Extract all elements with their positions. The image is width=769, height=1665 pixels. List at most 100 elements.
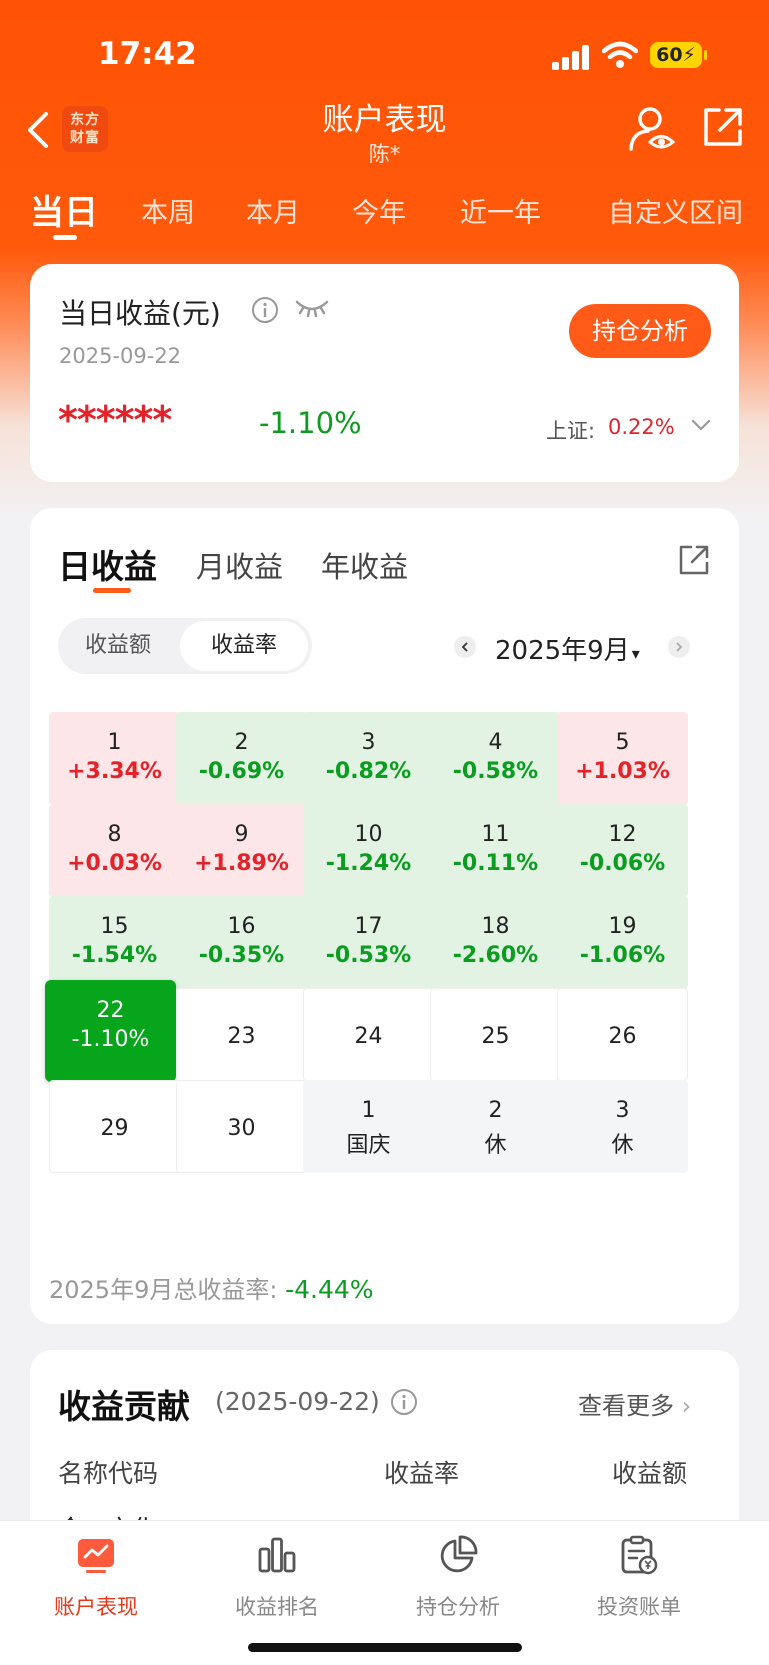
day-rate: -0.69% (198, 759, 285, 784)
tab-last-year[interactable]: 近一年 (460, 198, 541, 229)
tab-week[interactable]: 本周 (141, 198, 195, 229)
info-icon[interactable] (390, 1388, 418, 1416)
calendar-day-cell[interactable]: 9 +1.89% (176, 804, 307, 897)
tab-monthly-income[interactable]: 月收益 (196, 550, 284, 584)
share-icon[interactable] (678, 544, 710, 576)
day-number: 30 (227, 1116, 256, 1141)
month-selector[interactable]: 2025年9月 ▾ (495, 630, 640, 667)
calendar-day-cell[interactable]: 10 -1.24% (303, 804, 434, 897)
day-rate: +3.34% (67, 759, 162, 784)
calendar-day-cell[interactable]: 2 -0.69% (176, 712, 307, 805)
header-amount: 收益额 (612, 1459, 688, 1488)
day-rate: -1.10% (71, 1027, 150, 1052)
day-number: 1 (361, 1098, 376, 1123)
calendar-day-cell[interactable]: 12 -0.06% (557, 804, 688, 897)
bottom-tab-ranking[interactable]: 收益排名 (181, 1521, 373, 1631)
view-more-label: 查看更多 (578, 1392, 674, 1420)
month-total: 2025年9月总收益率: -4.44% (49, 1270, 374, 1305)
calendar-day-cell[interactable]: 8 +0.03% (49, 804, 180, 897)
day-number: 8 (107, 822, 122, 847)
day-number: 2 (234, 730, 249, 755)
calendar-day-cell[interactable]: 3 -0.82% (303, 712, 434, 805)
tab-indicator (53, 235, 77, 240)
calendar-day-cell[interactable]: 1 +3.34% (49, 712, 180, 805)
income-calendar-card: 日收益 月收益 年收益 收益额 收益率 2025年9月▾ 周一 周二 周三 周四… (30, 508, 739, 1324)
logo-line1: 东方 (70, 112, 100, 128)
calendar-day-cell[interactable]: 19 -1.06% (557, 896, 688, 989)
back-arrow-icon[interactable] (26, 110, 50, 150)
day-rate: +1.03% (575, 759, 670, 784)
day-rate: 休 (611, 1133, 634, 1158)
calendar-day-cell[interactable]: 11 -0.11% (430, 804, 561, 897)
toggle-income-rate[interactable]: 收益率 (180, 621, 308, 671)
tab-year[interactable]: 今年 (352, 198, 406, 229)
toggle-income-amount[interactable]: 收益额 (84, 633, 151, 658)
prev-month-button[interactable] (454, 636, 476, 658)
day-number: 18 (481, 914, 510, 939)
calendar-day-cell[interactable]: 23 (176, 988, 307, 1081)
calendar-day-cell[interactable]: 24 (303, 988, 434, 1081)
chevron-down-icon[interactable] (690, 414, 712, 436)
day-number: 3 (361, 730, 376, 755)
share-icon[interactable] (702, 106, 744, 148)
day-rate: -1.24% (325, 851, 412, 876)
calendar-day-cell[interactable]: 5 +1.03% (557, 712, 688, 805)
bar-chart-icon (258, 1537, 296, 1573)
tab-daily-income[interactable]: 日收益 (58, 547, 157, 586)
calendar-day-cell[interactable]: 16 -0.35% (176, 896, 307, 989)
tab-today[interactable]: 当日 (30, 193, 98, 233)
day-number: 22 (96, 998, 125, 1023)
day-number: 24 (354, 1024, 383, 1049)
day-rate: -0.11% (452, 851, 539, 876)
next-month-button[interactable] (668, 636, 690, 658)
calendar-day-cell[interactable]: 22 -1.10% (45, 980, 176, 1082)
tab-yearly-income[interactable]: 年收益 (321, 550, 409, 584)
bottom-tab-holdings[interactable]: 持仓分析 (362, 1521, 554, 1631)
holding-analysis-button[interactable]: 持仓分析 (569, 304, 711, 358)
calendar-day-cell[interactable]: 29 (49, 1080, 180, 1173)
bottom-tab-bill[interactable]: 投资账单 (543, 1521, 735, 1631)
bottom-tab-holdings-label: 持仓分析 (416, 1595, 500, 1619)
bottom-tab-account[interactable]: 账户表现 (0, 1521, 192, 1631)
eye-closed-icon[interactable] (295, 298, 329, 320)
trend-chart-icon (78, 1539, 114, 1573)
day-rate: +0.03% (67, 851, 162, 876)
bill-icon (621, 1535, 658, 1575)
day-rate: -0.35% (198, 943, 285, 968)
income-tab-indicator (93, 588, 131, 593)
day-rate: -0.58% (452, 759, 539, 784)
day-rate: 国庆 (346, 1133, 391, 1158)
day-number: 9 (234, 822, 249, 847)
day-rate: -1.06% (579, 943, 666, 968)
day-number: 17 (354, 914, 383, 939)
bottom-tab-bill-label: 投资账单 (597, 1595, 681, 1619)
calendar-day-cell[interactable]: 4 -0.58% (430, 712, 561, 805)
calendar-day-cell[interactable]: 25 (430, 988, 561, 1081)
chevron-right-icon (676, 642, 683, 652)
calendar-day-cell[interactable]: 26 (557, 988, 688, 1081)
day-number: 5 (615, 730, 630, 755)
calendar-day-cell[interactable]: 18 -2.60% (430, 896, 561, 989)
calendar-day-cell[interactable]: 15 -1.54% (49, 896, 180, 989)
daily-summary-card: 当日收益(元) 2025-09-22 持仓分析 ****** -1.10% 上证… (30, 264, 739, 482)
calendar-day-cell[interactable]: 30 (176, 1080, 307, 1173)
tab-month[interactable]: 本月 (246, 198, 300, 229)
nav-bar: 东方 财富 账户表现 陈* (0, 92, 769, 172)
view-more-link[interactable]: 查看更多 › (578, 1386, 691, 1421)
tab-custom-range[interactable]: 自定义区间 (608, 198, 743, 229)
calendar-day-cell[interactable]: 1 国庆 (303, 1080, 434, 1173)
day-number: 26 (608, 1024, 637, 1049)
month-total-label: 2025年9月总收益率: (49, 1276, 278, 1304)
day-number: 3 (615, 1098, 630, 1123)
day-rate: -0.06% (579, 851, 666, 876)
month-label: 2025年9月 (495, 636, 630, 666)
index-label: 上证: (546, 419, 596, 443)
status-bar: 17:42 60⚡ (0, 30, 769, 80)
app-logo: 东方 财富 (62, 106, 108, 152)
info-icon[interactable] (251, 296, 279, 324)
month-total-value: -4.44% (285, 1275, 374, 1304)
calendar-day-cell[interactable]: 17 -0.53% (303, 896, 434, 989)
privacy-user-icon[interactable] (628, 106, 676, 152)
